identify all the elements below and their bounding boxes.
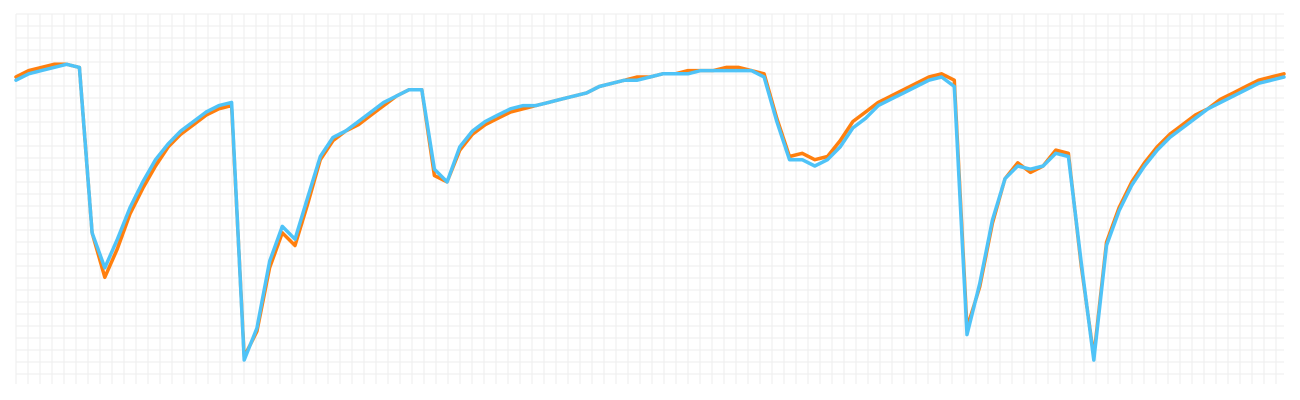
series-line-1 bbox=[14, 62, 1286, 359]
series-group bbox=[14, 62, 1286, 362]
grid bbox=[15, 13, 1284, 384]
series-line-2 bbox=[14, 62, 1286, 362]
